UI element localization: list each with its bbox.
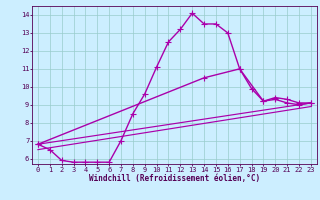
X-axis label: Windchill (Refroidissement éolien,°C): Windchill (Refroidissement éolien,°C) — [89, 174, 260, 183]
